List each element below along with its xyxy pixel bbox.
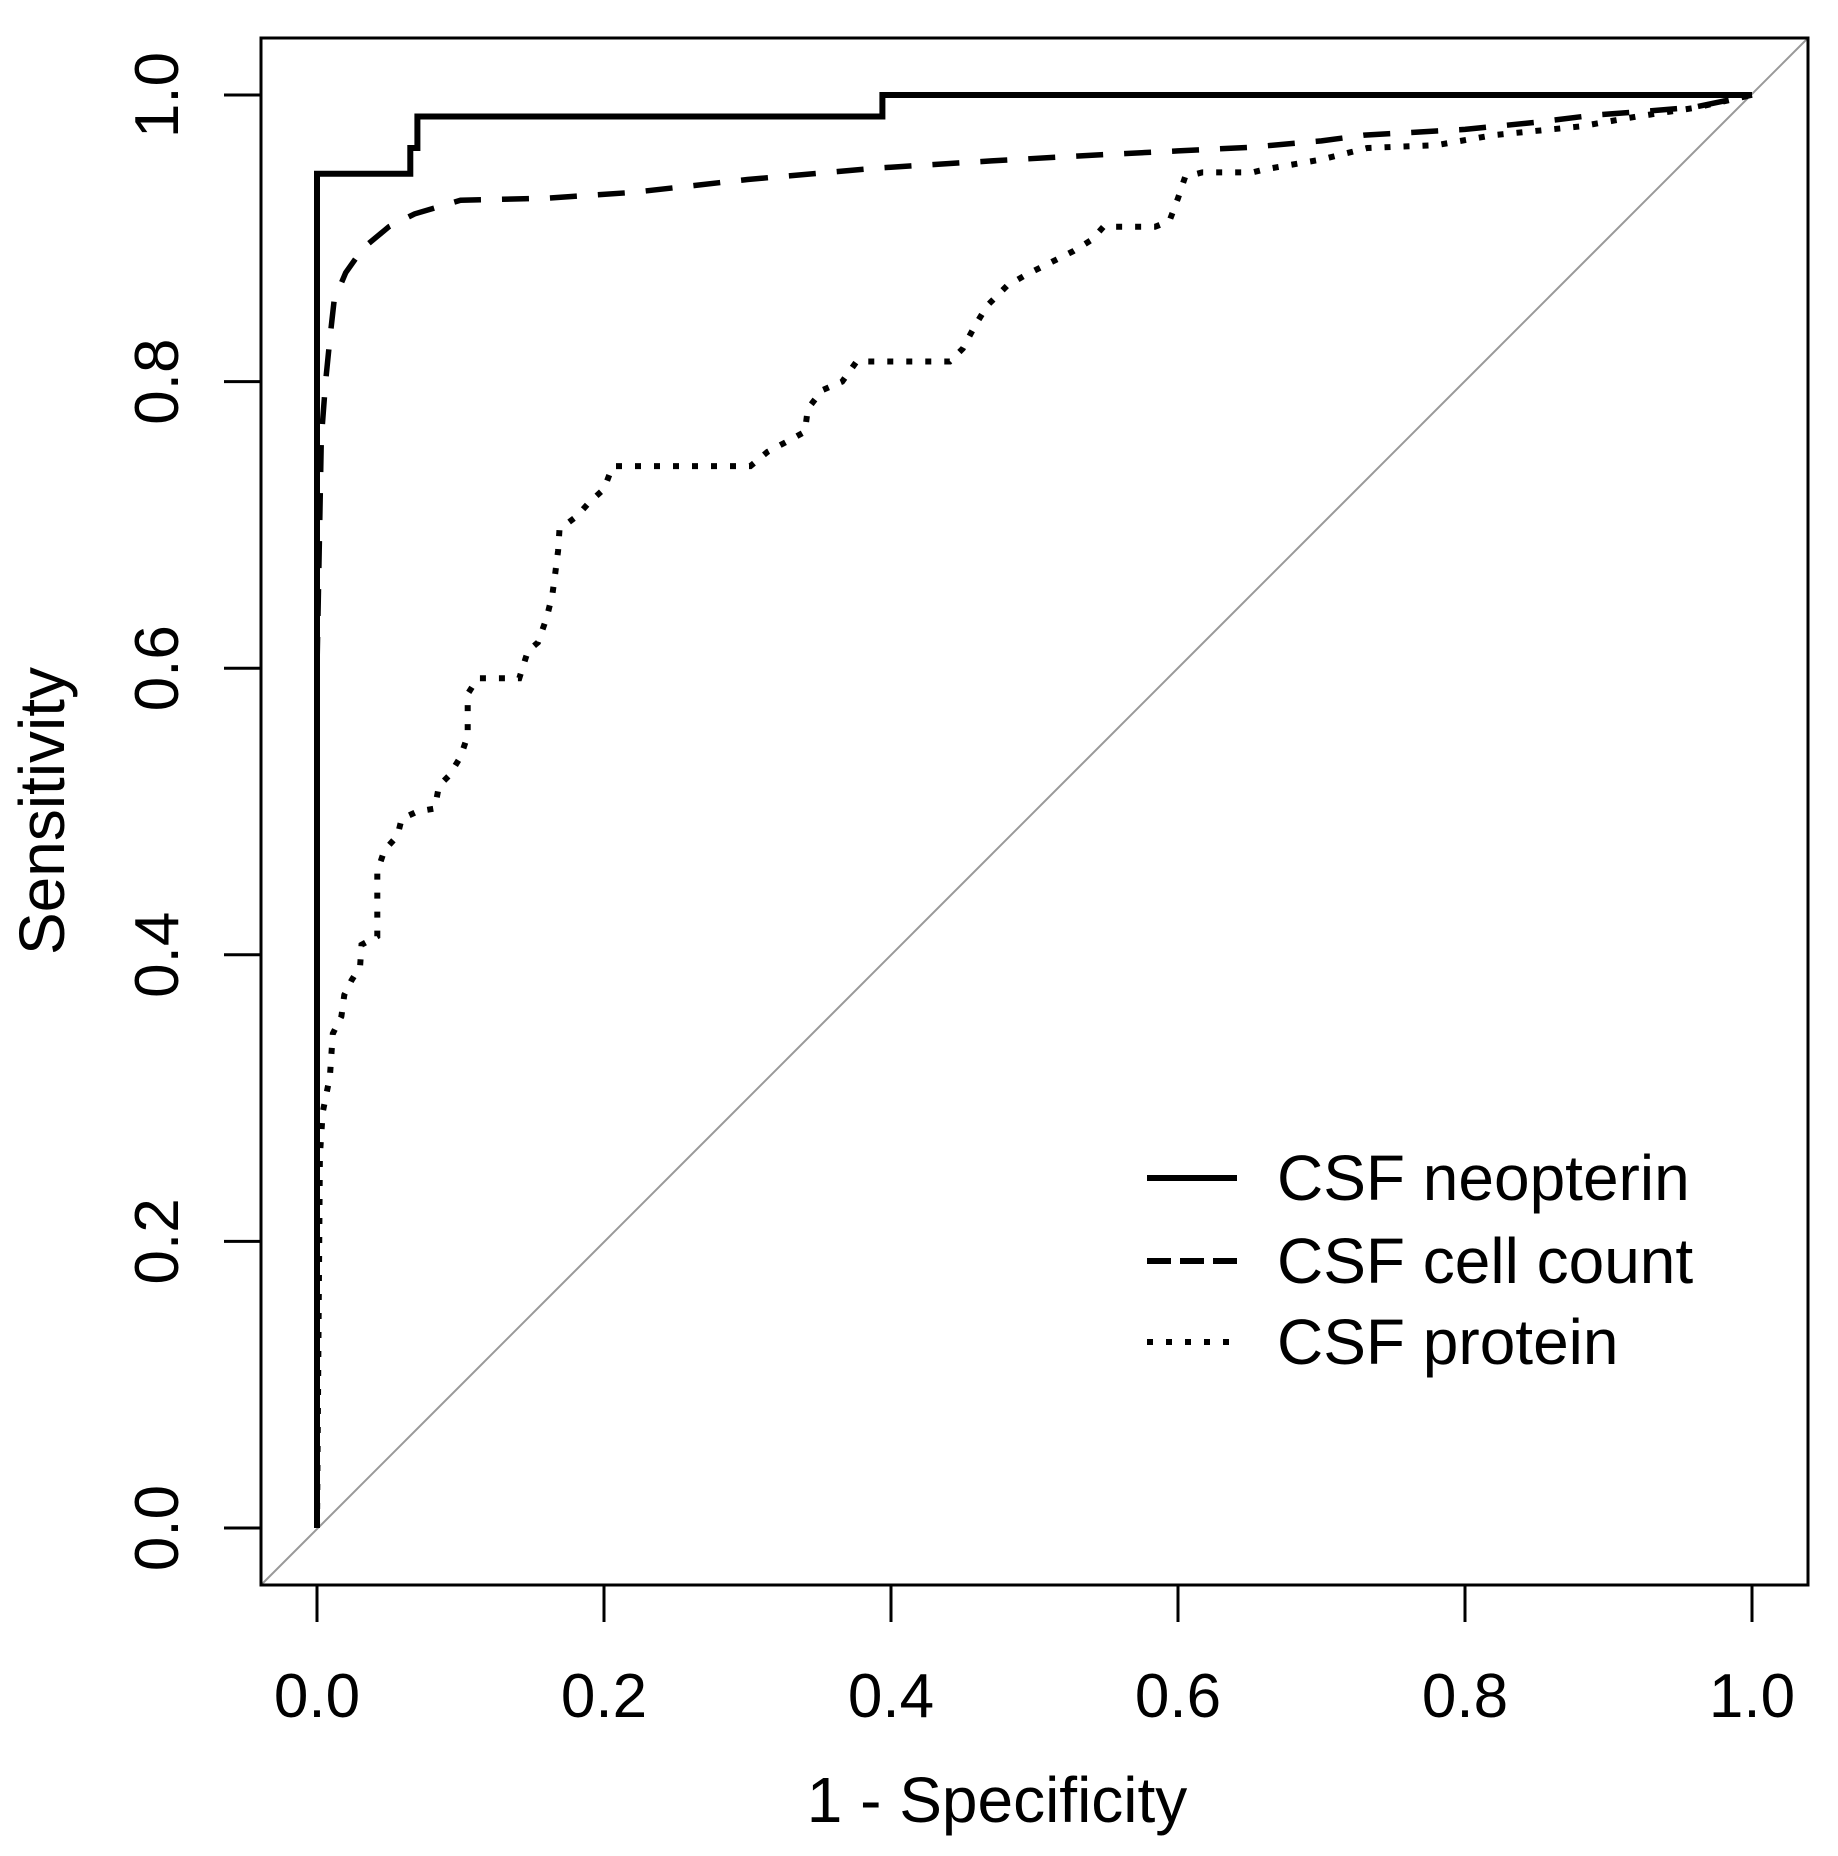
chance-diagonal: [260, 37, 1809, 1586]
axes-layer: 0.0 0.2 0.4 0.6 0.8 1.0 0.0 0.2 0.4 0.6 0.8 1.0: [123, 36, 1810, 1731]
y-tick-label-0.0: 0.0: [123, 1485, 192, 1571]
legend-label-csf-neopterin: CSF neopterin: [1277, 1142, 1690, 1214]
y-tick-label-0.4: 0.4: [123, 912, 192, 998]
y-tick-label-0.8: 0.8: [123, 338, 192, 424]
x-tick-label-0.2: 0.2: [561, 1662, 647, 1731]
legend-entry-csf-cell-count: CSF cell count: [1147, 1225, 1693, 1297]
x-axis-title: 1 - Specificity: [807, 1764, 1188, 1836]
legend-entry-csf-neopterin: CSF neopterin: [1147, 1142, 1690, 1214]
legend-label-csf-cell-count: CSF cell count: [1277, 1225, 1693, 1297]
y-axis-title: Sensitivity: [6, 667, 78, 955]
legend-label-csf-protein: CSF protein: [1277, 1306, 1618, 1378]
roc-curve-csf-neopterin: [314, 92, 1752, 1528]
roc-curve-csf-cell-count: [314, 92, 1753, 1528]
y-tick-label-0.2: 0.2: [123, 1198, 192, 1284]
x-tick-label-0.8: 0.8: [1422, 1662, 1508, 1731]
x-tick-label-0.4: 0.4: [848, 1662, 934, 1731]
plot-border: [259, 36, 1810, 1587]
x-tick-label-0.0: 0.0: [274, 1662, 360, 1731]
y-tick-label-0.6: 0.6: [123, 625, 192, 711]
x-tick-label-0.6: 0.6: [1135, 1662, 1221, 1731]
x-tick-label-1.0: 1.0: [1709, 1662, 1795, 1731]
roc-curve-csf-protein: [314, 92, 1753, 1529]
reference-layer: [260, 37, 1809, 1586]
curves-layer: [314, 92, 1753, 1529]
legend: CSF neopterin CSF cell count CSF protein: [1147, 1142, 1693, 1378]
y-tick-label-1.0: 1.0: [123, 52, 192, 138]
legend-entry-csf-protein: CSF protein: [1147, 1306, 1618, 1378]
